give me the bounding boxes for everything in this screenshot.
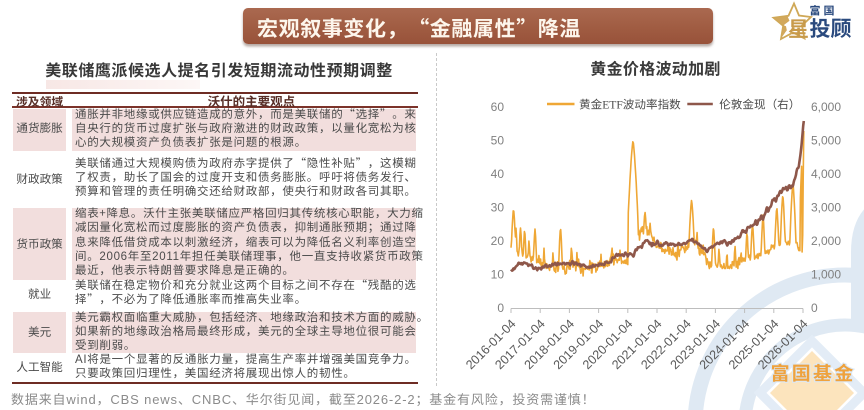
svg-text:富国基金: 富国基金: [771, 359, 856, 386]
svg-text:黄金价格波动加剧: 黄金价格波动加剧: [590, 56, 720, 80]
svg-text:富国: 富国: [810, 3, 838, 19]
svg-text:6,000: 6,000: [811, 100, 841, 114]
svg-text:2,000: 2,000: [811, 234, 841, 248]
svg-text:投顾: 投顾: [810, 13, 852, 43]
svg-text:伦敦金现（右）: 伦敦金现（右）: [719, 96, 800, 112]
svg-text:4,000: 4,000: [811, 167, 841, 181]
svg-text:10: 10: [491, 268, 505, 282]
svg-text:星: 星: [788, 14, 809, 44]
svg-text:20: 20: [491, 234, 505, 248]
svg-text:30: 30: [491, 201, 505, 215]
svg-text:3,000: 3,000: [811, 201, 841, 215]
svg-text:50: 50: [491, 134, 505, 148]
svg-text:0: 0: [811, 301, 818, 315]
svg-text:60: 60: [491, 100, 505, 114]
svg-text:0: 0: [497, 301, 504, 315]
svg-text:5,000: 5,000: [811, 134, 841, 148]
svg-text:40: 40: [491, 167, 505, 181]
svg-text:1,000: 1,000: [811, 268, 841, 282]
svg-text:黄金ETF波动率指数: 黄金ETF波动率指数: [579, 96, 681, 112]
